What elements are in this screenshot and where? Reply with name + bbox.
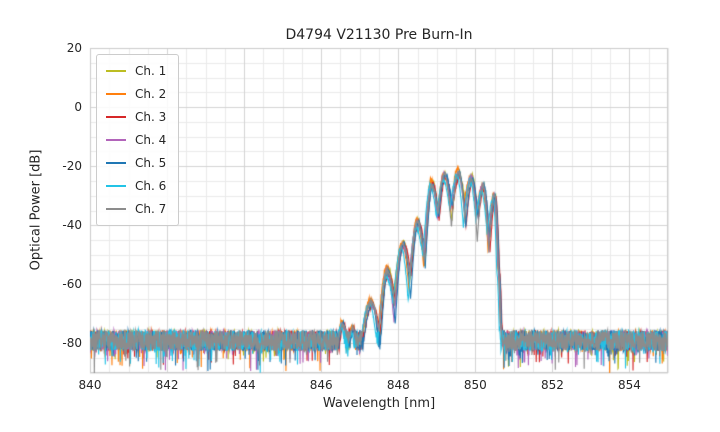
legend-swatch bbox=[106, 70, 126, 72]
x-tick-label: 854 bbox=[618, 378, 641, 392]
y-axis-label: Optical Power [dB] bbox=[28, 149, 44, 271]
y-tick-label: 0 bbox=[74, 100, 82, 115]
legend-label: Ch. 4 bbox=[135, 133, 167, 147]
y-tick-label: -20 bbox=[62, 159, 82, 174]
legend-item: Ch. 6 bbox=[106, 178, 166, 194]
legend-label: Ch. 3 bbox=[135, 110, 167, 124]
legend-label: Ch. 5 bbox=[135, 156, 167, 170]
legend-item: Ch. 4 bbox=[106, 132, 166, 148]
legend-swatch bbox=[106, 139, 126, 141]
legend-swatch bbox=[106, 185, 126, 187]
legend-item: Ch. 1 bbox=[106, 63, 166, 79]
legend-item: Ch. 2 bbox=[106, 86, 166, 102]
y-tick-label: 20 bbox=[66, 41, 82, 55]
legend-label: Ch. 2 bbox=[135, 87, 167, 101]
x-tick-label: 850 bbox=[463, 378, 487, 392]
legend-item: Ch. 3 bbox=[106, 109, 166, 125]
legend-swatch bbox=[106, 116, 126, 118]
x-tick-label: 848 bbox=[386, 378, 410, 392]
x-tick-label: 842 bbox=[155, 378, 179, 392]
legend-label: Ch. 6 bbox=[135, 179, 167, 193]
legend-label: Ch. 1 bbox=[135, 64, 167, 78]
chart-title: D4794 V21130 Pre Burn-In bbox=[285, 27, 473, 43]
x-axis-label: Wavelength [nm] bbox=[322, 396, 436, 411]
x-tick-label: 852 bbox=[540, 378, 564, 392]
legend-swatch bbox=[106, 208, 126, 210]
x-tick-label: 844 bbox=[232, 378, 256, 392]
y-tick-label: -40 bbox=[62, 218, 82, 233]
legend-swatch bbox=[106, 93, 126, 95]
legend-swatch bbox=[106, 162, 126, 164]
x-tick-label: 846 bbox=[309, 378, 333, 392]
y-tick-label: -60 bbox=[62, 277, 82, 292]
legend: Ch. 1 Ch. 2 Ch. 3 Ch. 4 Ch. 5 Ch. 6 Ch. 7 bbox=[96, 54, 180, 226]
x-tick-label: 840 bbox=[78, 378, 102, 392]
legend-item: Ch. 7 bbox=[106, 201, 166, 217]
legend-label: Ch. 7 bbox=[135, 202, 167, 216]
legend-item: Ch. 5 bbox=[106, 155, 166, 171]
y-tick-label: -80 bbox=[62, 336, 82, 351]
